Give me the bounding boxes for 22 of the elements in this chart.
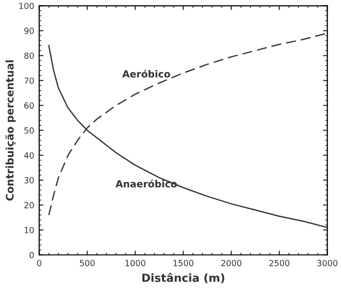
x-tick-label: 3000 (317, 260, 338, 266)
y-tick-label: 70 (24, 77, 34, 84)
x-tick-label: 1000 (126, 260, 146, 266)
series-label: Anaeróbico (116, 180, 177, 188)
y-tick-label: 60 (24, 102, 34, 109)
x-tick-label: 1500 (174, 260, 194, 266)
x-tick-label: 2000 (221, 260, 242, 266)
x-tick-label: 2500 (269, 260, 290, 266)
y-tick-label: 10 (24, 226, 34, 234)
y-tick-label: 40 (24, 152, 34, 159)
y-tick-label: 30 (24, 177, 34, 184)
y-tick-label: 0 (30, 252, 34, 258)
x-tick-label: 0 (37, 260, 42, 266)
series-label: Aeróbico (122, 70, 170, 78)
y-tick-label: 50 (24, 127, 34, 134)
y-axis-title: Contribuição percentual (5, 60, 16, 201)
x-axis-title: Distância (m) (142, 272, 224, 284)
y-tick-label: 80 (24, 52, 34, 59)
y-tick-label: 100 (19, 2, 34, 10)
y-tick-label: 20 (24, 202, 34, 208)
x-tick-label: 500 (80, 260, 95, 266)
y-tick-label: 90 (24, 28, 34, 34)
